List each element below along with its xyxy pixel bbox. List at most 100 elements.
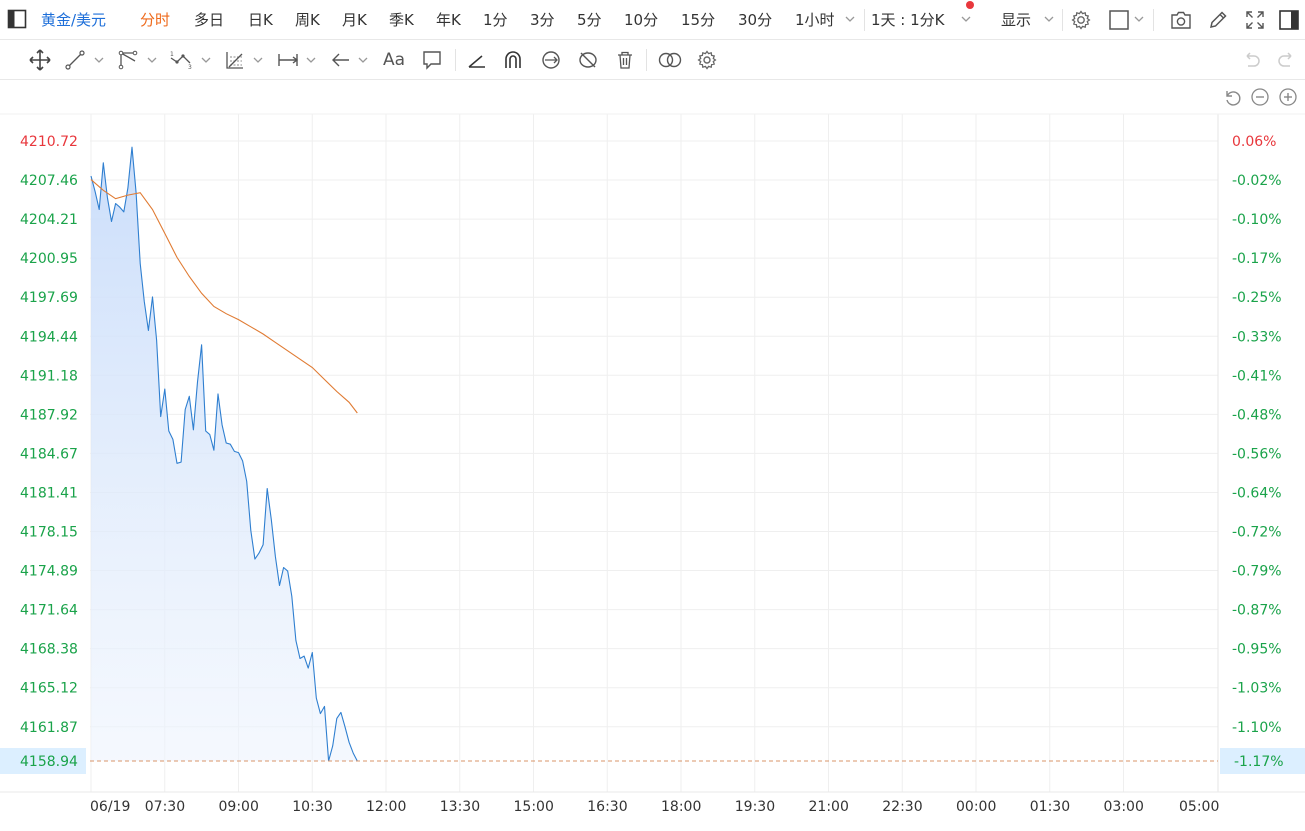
symbol-name[interactable]: 黄金/美元: [41, 11, 107, 29]
trash-icon[interactable]: [614, 49, 636, 71]
x-tick-label: 01:30: [1030, 799, 1070, 815]
tab-weekly-k[interactable]: 周K: [295, 11, 320, 29]
current-change-label: -1.17%: [1234, 754, 1284, 770]
period-toolbar: 黄金/美元 分时 多日 日K 周K 月K 季K 年K 1分 3分 5分 10分 …: [0, 0, 1305, 40]
y-right-tick-label: -0.64%: [1232, 485, 1282, 501]
display-select[interactable]: 显示: [1001, 11, 1032, 29]
y-left-tick-label: 4207.46: [20, 173, 78, 189]
chart-style-square-icon[interactable]: [1108, 9, 1130, 31]
redo-arrow-icon[interactable]: [1276, 49, 1298, 71]
x-tick-label: 00:00: [956, 799, 996, 815]
angle-tool-icon[interactable]: [466, 49, 488, 71]
divider: [1062, 9, 1063, 31]
x-tick-label: 12:00: [366, 799, 406, 815]
y-left-tick-label: 4174.89: [20, 564, 78, 580]
x-tick-label: 16:30: [587, 799, 627, 815]
text-tool-button[interactable]: Aa: [383, 50, 406, 70]
average-price-line: [90, 179, 358, 414]
current-change-badge: [1220, 748, 1305, 774]
y-left-tick-label: 4184.67: [20, 446, 78, 462]
y-axis-right: 0.06% -0.02% -0.10% -0.17% -0.25% -0.33% -0.41…: [1232, 134, 1282, 736]
price-area: [91, 147, 358, 761]
x-tick-label: 22:30: [882, 799, 922, 815]
polygon-tool-icon[interactable]: [117, 49, 139, 71]
divider: [646, 49, 647, 71]
chevron-down-icon[interactable]: [306, 56, 316, 64]
tab-30min[interactable]: 30分: [738, 11, 773, 29]
tab-1min[interactable]: 1分: [483, 11, 508, 29]
x-axis: 06/19 07:30 09:00 10:30 12:00 13:30 15:00 16:30…: [90, 799, 1219, 815]
y-right-tick-label: -0.87%: [1232, 603, 1282, 619]
magnet-icon[interactable]: [502, 49, 524, 71]
chevron-down-icon[interactable]: [201, 56, 211, 64]
x-tick-label: 09:00: [219, 799, 259, 815]
svg-text:3: 3: [188, 64, 192, 71]
chevron-down-icon: [845, 16, 855, 22]
chart-lines: [90, 146, 358, 762]
hour-period-select[interactable]: 1小时: [795, 11, 835, 29]
y-right-tick-label: -0.79%: [1232, 564, 1282, 580]
chevron-down-icon[interactable]: [147, 56, 157, 64]
range-select[interactable]: 1天 : 1分K: [871, 11, 945, 29]
y-right-tick-label: -0.02%: [1232, 173, 1282, 189]
current-price-badge: [0, 748, 86, 774]
y-left-tick-label: 4178.15: [20, 525, 78, 541]
tab-15min[interactable]: 15分: [681, 11, 716, 29]
y-right-tick-label: -0.95%: [1232, 642, 1282, 658]
x-tick-label: 19:30: [735, 799, 775, 815]
hide-drawings-icon[interactable]: [577, 49, 599, 71]
chevron-down-icon[interactable]: [94, 56, 104, 64]
arrow-left-icon[interactable]: [330, 49, 352, 71]
comment-bubble-icon[interactable]: [421, 49, 443, 71]
y-left-tick-label: 4165.12: [20, 681, 78, 697]
reset-rotate-icon[interactable]: [1222, 87, 1242, 107]
fullscreen-icon[interactable]: [1244, 9, 1266, 31]
tab-yearly-k[interactable]: 年K: [436, 11, 461, 29]
drawing-settings-gear-icon[interactable]: [696, 49, 718, 71]
chevron-down-icon[interactable]: [358, 56, 368, 64]
tab-10min[interactable]: 10分: [624, 11, 659, 29]
chart-grid: [0, 113, 1305, 793]
y-left-tick-label: 4200.95: [20, 251, 78, 267]
divider: [864, 9, 865, 31]
tab-5min[interactable]: 5分: [577, 11, 602, 29]
zoom-out-icon[interactable]: [1250, 87, 1270, 107]
chevron-down-icon: [1134, 16, 1144, 22]
price-area-fill: [91, 147, 358, 761]
compare-circles-icon[interactable]: [657, 49, 683, 71]
camera-icon[interactable]: [1169, 9, 1193, 31]
chevron-down-icon[interactable]: [253, 56, 263, 64]
pencil-icon[interactable]: [1207, 9, 1229, 31]
tab-daily-k[interactable]: 日K: [248, 11, 273, 29]
y-left-tick-label: 4194.44: [20, 329, 78, 345]
wave-pattern-icon[interactable]: 13: [168, 49, 194, 71]
y-left-tick-label: 4171.64: [20, 603, 78, 619]
sync-drawing-icon[interactable]: [540, 49, 562, 71]
side-panel-icon[interactable]: [1278, 9, 1300, 31]
x-tick-label: 10:30: [292, 799, 332, 815]
zoom-in-icon[interactable]: [1278, 87, 1298, 107]
y-axis-left: 4210.72 4207.46 4204.21 4200.95 4197.69 4194.…: [20, 134, 78, 736]
tab-intraday[interactable]: 分时: [140, 11, 171, 29]
chevron-down-icon: [1044, 16, 1054, 22]
tab-3min[interactable]: 3分: [530, 11, 555, 29]
chevron-down-icon: [961, 16, 971, 22]
trend-line-icon[interactable]: [64, 49, 86, 71]
y-left-tick-label: 4210.72: [20, 134, 78, 150]
current-price-label: 4158.94: [20, 754, 78, 770]
tab-multi-day[interactable]: 多日: [194, 11, 225, 29]
divider: [455, 49, 456, 71]
tab-quarterly-k[interactable]: 季K: [389, 11, 414, 29]
undo-arrow-icon[interactable]: [1240, 49, 1262, 71]
move-cross-icon[interactable]: [28, 48, 52, 72]
measure-range-icon[interactable]: [276, 49, 300, 71]
sidebar-toggle-icon[interactable]: [7, 9, 27, 29]
divider: [1153, 9, 1154, 31]
fibonacci-icon[interactable]: [224, 49, 246, 71]
y-right-tick-label: -0.41%: [1232, 368, 1282, 384]
y-left-tick-label: 4181.41: [20, 485, 78, 501]
tab-monthly-k[interactable]: 月K: [342, 11, 367, 29]
settings-gear-icon[interactable]: [1070, 9, 1092, 31]
